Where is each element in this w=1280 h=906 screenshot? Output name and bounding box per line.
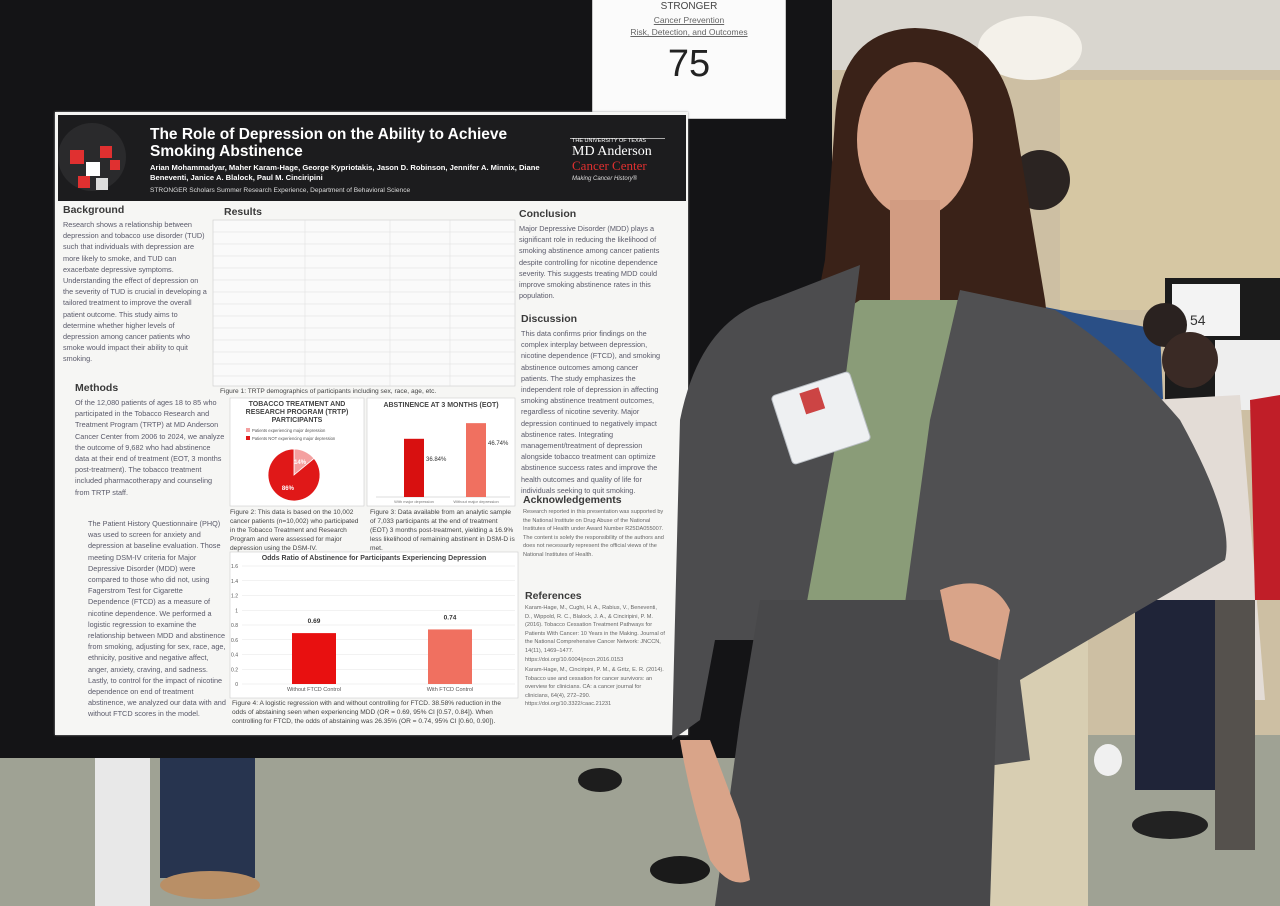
x-tick-label: With FTCD Control [427, 687, 473, 693]
section-text: Major Depressive Disorder (MDD) plays a … [519, 224, 660, 301]
session-sign: STRONGER Cancer Prevention Risk, Detecti… [592, 0, 786, 119]
legend-label: Patients experiencing major depression [252, 428, 326, 433]
sign-category: Cancer Prevention [653, 15, 725, 25]
y-tick-label: 1.2 [231, 594, 238, 600]
pie-label: 14% [294, 460, 307, 466]
bar [466, 423, 486, 497]
bar-label: 0.69 [308, 618, 321, 625]
y-tick-label: 1.6 [231, 564, 238, 570]
section-text: This data confirms prior findings on the… [521, 329, 661, 495]
bar [404, 438, 424, 497]
reference: Karam-Hage, M., Cughi, H. A., Rabius, V.… [525, 605, 665, 663]
figure-caption: Figure 3: Data available from an analyti… [370, 509, 515, 552]
logo-line: MD Anderson [572, 144, 652, 159]
y-tick-label: 0.2 [231, 667, 238, 673]
x-tick-label: With major depression [394, 499, 434, 504]
legend-label: Patients NOT experiencing major depressi… [252, 436, 336, 441]
chart-title: ABSTINENCE AT 3 MONTHS (EOT) [383, 402, 499, 409]
section-heading: Discussion [521, 313, 578, 325]
y-tick-label: 0.8 [231, 623, 238, 629]
y-tick-label: 0.6 [231, 638, 238, 644]
bar [292, 633, 336, 684]
neighbor-number: 54 [1190, 312, 1206, 328]
bar [428, 629, 472, 684]
y-tick-label: 1 [235, 608, 238, 614]
y-tick-label: 1.4 [231, 579, 238, 585]
bar-label: 36.84% [426, 457, 447, 463]
poster-title: The Role of Depression on the Ability to… [150, 126, 508, 160]
section-heading: Acknowledgements [523, 494, 622, 506]
chart-title: Odds Ratio of Abstinence for Participant… [261, 555, 487, 562]
logo-line: THE UNIVERSITY OF TEXAS [572, 138, 647, 144]
poster-affiliation: STRONGER Scholars Summer Research Experi… [150, 187, 411, 194]
section-text: Research shows a relationship between de… [63, 220, 207, 364]
poster-number: 75 [667, 43, 711, 85]
poster-authors: Arian Mohammadyar, Maher Karam-Hage, Geo… [150, 163, 540, 182]
poster-header [58, 115, 686, 201]
pie-label: 86% [282, 486, 295, 492]
sign-subcategory: Risk, Detection, and Outcomes [630, 27, 748, 37]
logo-tagline: Making Cancer History® [572, 176, 638, 182]
y-tick-label: 0.4 [231, 653, 238, 659]
section-heading: Results [224, 206, 262, 218]
section-heading: Methods [75, 382, 119, 394]
legend-swatch [246, 436, 250, 440]
figure-caption: Figure 4: A logistic regression with and… [232, 700, 502, 725]
chart-title: TOBACCO TREATMENT AND RESEARCH PROGRAM (… [245, 401, 349, 424]
logo-line: Cancer Center [572, 158, 647, 173]
section-text: Research reported in this presentation w… [523, 509, 664, 558]
x-tick-label: Without FTCD Control [287, 687, 341, 693]
section-heading: Conclusion [519, 208, 577, 220]
section-text: The Patient History Questionnaire (PHQ) … [88, 519, 226, 719]
legend-swatch [246, 428, 250, 432]
figure-caption: Figure 2: This data is based on the 10,0… [230, 509, 359, 552]
bar-label: 46.74% [488, 441, 509, 447]
section-heading: References [525, 590, 582, 602]
bar-label: 0.74 [444, 614, 457, 621]
pie-slice [267, 448, 321, 502]
y-tick-label: 0 [235, 682, 238, 688]
section-text: Of the 12,080 patients of ages 18 to 85 … [75, 398, 225, 497]
x-tick-label: Without major depression [453, 499, 498, 504]
reference: Karam-Hage, M., Cinciripini, P. M., & Gr… [525, 667, 664, 708]
figure-caption: Figure 1: TRTP demographics of participa… [220, 388, 437, 395]
section-heading: Background [63, 204, 125, 216]
sign-label: STRONGER [660, 1, 718, 12]
